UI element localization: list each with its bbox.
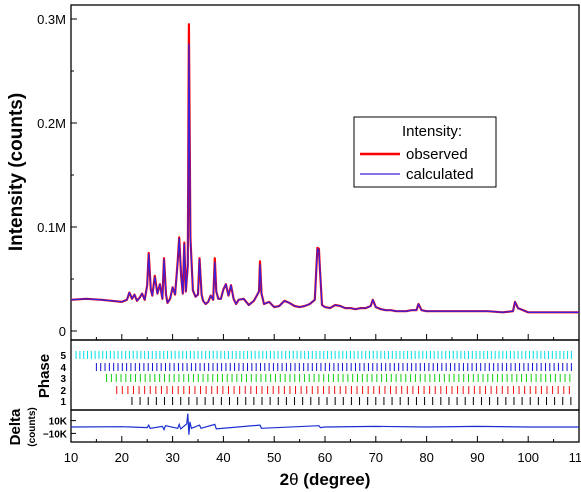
y-ticks: 0 0.1M 0.2M 0.3M xyxy=(37,12,77,339)
y-tick-label: 0.1M xyxy=(37,220,66,235)
legend-label-observed: observed xyxy=(406,146,468,163)
series-line-observed xyxy=(70,23,579,314)
x-tick-label: 80 xyxy=(419,450,433,465)
observed-series xyxy=(70,23,579,314)
delta-series: 10K−10K xyxy=(43,413,579,440)
x-axis-title-symbol: θ xyxy=(289,470,298,489)
phase-row-label: 2 xyxy=(60,386,66,397)
x-tick-label: 10 xyxy=(64,450,78,465)
legend-title: Intensity: xyxy=(402,123,462,140)
x-tick-label: 70 xyxy=(369,450,383,465)
y-axis-title: Intensity (counts) xyxy=(6,93,27,251)
phase-axis-title: Phase xyxy=(36,354,53,398)
phase-panel-frame xyxy=(70,339,580,411)
y-tick-label: 0.2M xyxy=(37,116,66,131)
series-line-calculated xyxy=(70,43,579,313)
x-axis-title-prefix: 2 xyxy=(280,470,289,489)
x-tick-label: 40 xyxy=(216,450,230,465)
delta-axis-title: Delta xyxy=(7,408,24,445)
y-tick-label: 0.3M xyxy=(37,12,66,27)
x-tick-label: 50 xyxy=(267,450,281,465)
x-tick-label: 60 xyxy=(318,450,332,465)
phase-row-label: 3 xyxy=(60,374,66,385)
legend: Intensity: observed calculated xyxy=(353,116,497,188)
x-ticks: 10 20 30 40 50 60 70 80 90 100 110 xyxy=(64,334,581,465)
calculated-series xyxy=(70,43,579,313)
legend-box xyxy=(353,116,497,188)
phase-row-label: 4 xyxy=(60,363,66,374)
delta-tick-label: 10K xyxy=(49,417,68,428)
x-tick-label: 90 xyxy=(470,450,484,465)
x-tick-label: 20 xyxy=(115,450,129,465)
delta-tick-label: −10K xyxy=(43,429,68,440)
x-axis-title: 2θ (degree) xyxy=(280,470,371,489)
phase-row-label: 5 xyxy=(60,351,66,362)
legend-label-calculated: calculated xyxy=(406,166,474,183)
x-axis-title-suffix: (degree) xyxy=(299,470,371,489)
x-tick-label: 30 xyxy=(165,450,179,465)
phase-row-label: 1 xyxy=(60,397,66,408)
delta-axis-subtitle: (counts) xyxy=(27,407,38,446)
x-tick-label: 110 xyxy=(569,450,581,465)
x-tick-label: 100 xyxy=(517,450,539,465)
y-tick-label: 0 xyxy=(59,324,66,339)
delta-line xyxy=(70,413,579,435)
